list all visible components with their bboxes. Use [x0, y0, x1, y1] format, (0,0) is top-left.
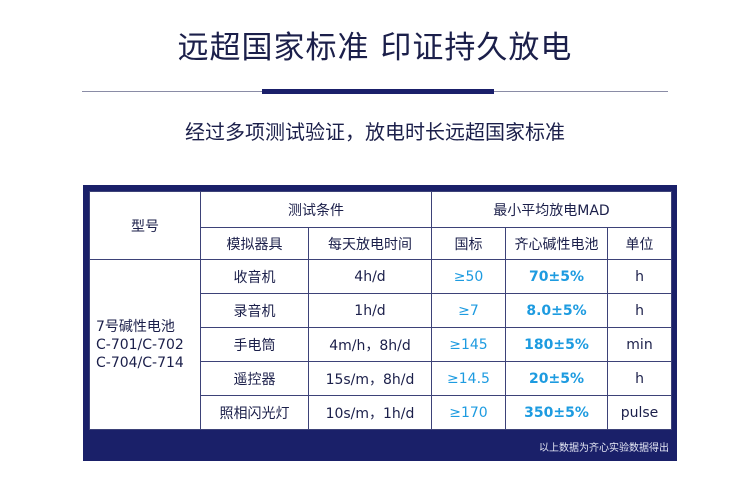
cell-device: 照相闪光灯 [200, 395, 309, 430]
header-qixin: 齐心碱性电池 [505, 227, 608, 260]
cell-qixin: 350±5% [505, 395, 608, 430]
table-row: 录音机 1h/d ≥7 8.0±5% h [90, 293, 673, 328]
header-test-conditions: 测试条件 [200, 191, 432, 228]
table-row: 手电筒 4m/h，8h/d ≥145 180±5% min [90, 327, 673, 362]
model-line: C-704/C-714 [96, 354, 184, 371]
page-title: 远超国家标准 印证持久放电 [177, 30, 573, 66]
cell-national: ≥170 [431, 395, 506, 430]
cell-device: 录音机 [200, 293, 309, 328]
cell-qixin: 180±5% [505, 327, 608, 362]
table-row: 7号碱性电池 C-701/C-702 C-704/C-714 收音机 4h/d … [89, 259, 673, 430]
cell-national: ≥7 [431, 293, 506, 328]
cell-unit: h [606, 361, 673, 396]
header-model: 型号 [89, 191, 201, 260]
cell-time: 4h/d [308, 259, 432, 294]
table-header-row: 型号 测试条件 最小平均放电MAD [89, 191, 673, 260]
header-daily-time: 每天放电时间 [308, 227, 432, 260]
cell-time: 1h/d [308, 293, 432, 328]
header-min-avg: 最小平均放电MAD [430, 191, 673, 228]
cell-unit: min [606, 327, 673, 362]
cell-qixin: 20±5% [505, 361, 608, 396]
cell-national: ≥145 [431, 327, 506, 362]
table-row: 遥控器 15s/m，8h/d ≥14.5 20±5% h [90, 361, 673, 396]
table-row: 照相闪光灯 10s/m，1h/d ≥170 350±5% pulse [90, 395, 673, 430]
cell-unit: pulse [606, 395, 673, 430]
page-subtitle: 经过多项测试验证，放电时长远超国家标准 [185, 120, 565, 144]
table-subheader-row: 模拟器具 每天放电时间 国标 齐心碱性电池 单位 [90, 227, 673, 260]
cell-device: 遥控器 [200, 361, 309, 396]
cell-national: ≥50 [431, 259, 506, 294]
cell-qixin: 8.0±5% [505, 293, 608, 328]
header-unit: 单位 [606, 227, 673, 260]
cell-time: 15s/m，8h/d [308, 361, 432, 396]
title-divider-accent [262, 89, 494, 94]
header-device: 模拟器具 [200, 227, 309, 260]
cell-national: ≥14.5 [431, 361, 506, 396]
model-line: C-701/C-702 [96, 336, 184, 353]
header-national: 国标 [431, 227, 506, 260]
spec-table-panel: 型号 测试条件 最小平均放电MAD 模拟器具 每天放电时间 国标 齐心碱性电池 … [83, 185, 677, 461]
cell-time: 10s/m，1h/d [308, 395, 432, 430]
cell-unit: h [606, 259, 673, 294]
cell-qixin: 70±5% [505, 259, 608, 294]
model-cell: 7号碱性电池 C-701/C-702 C-704/C-714 [89, 259, 201, 430]
model-line: 7号碱性电池 [96, 318, 175, 335]
cell-unit: h [606, 293, 673, 328]
table-footnote: 以上数据为齐心实验数据得出 [539, 443, 669, 454]
cell-device: 手电筒 [200, 327, 309, 362]
spec-table: 型号 测试条件 最小平均放电MAD 模拟器具 每天放电时间 国标 齐心碱性电池 … [89, 191, 673, 430]
cell-time: 4m/h，8h/d [308, 327, 432, 362]
cell-device: 收音机 [200, 259, 309, 294]
